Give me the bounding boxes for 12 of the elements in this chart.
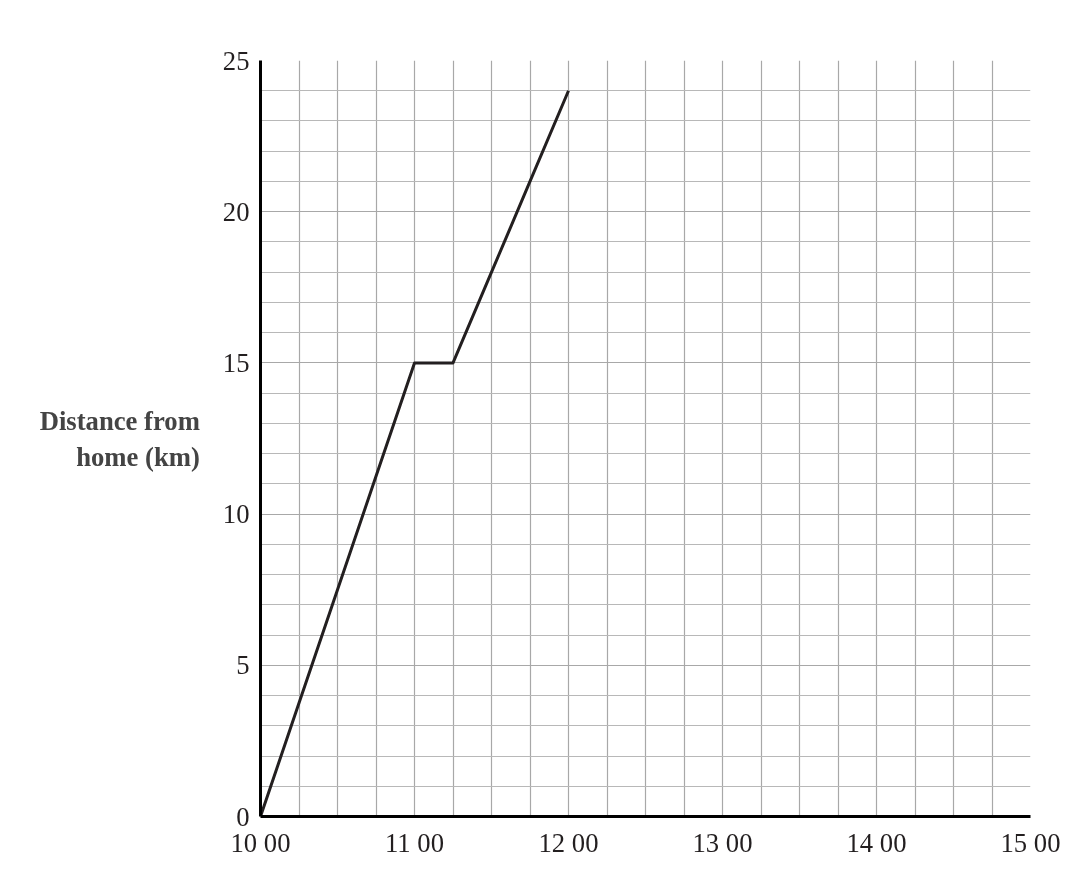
y-axis-title: Distance from home (km) xyxy=(39,405,200,472)
x-tick-label: 13 00 xyxy=(692,827,753,858)
y-tick-label: 10 xyxy=(222,499,250,530)
y-tick-label: 5 xyxy=(236,650,250,681)
y-tick-label: 15 xyxy=(222,347,250,378)
line-series xyxy=(260,89,570,817)
x-tick-label: 15 00 xyxy=(1000,827,1061,858)
x-tick-label: 11 00 xyxy=(385,827,445,858)
x-tick-label: 12 00 xyxy=(538,827,599,858)
y-tick-label: 20 xyxy=(222,196,250,227)
y-tick-label: 25 xyxy=(222,45,250,76)
x-tick-label: 14 00 xyxy=(846,827,907,858)
